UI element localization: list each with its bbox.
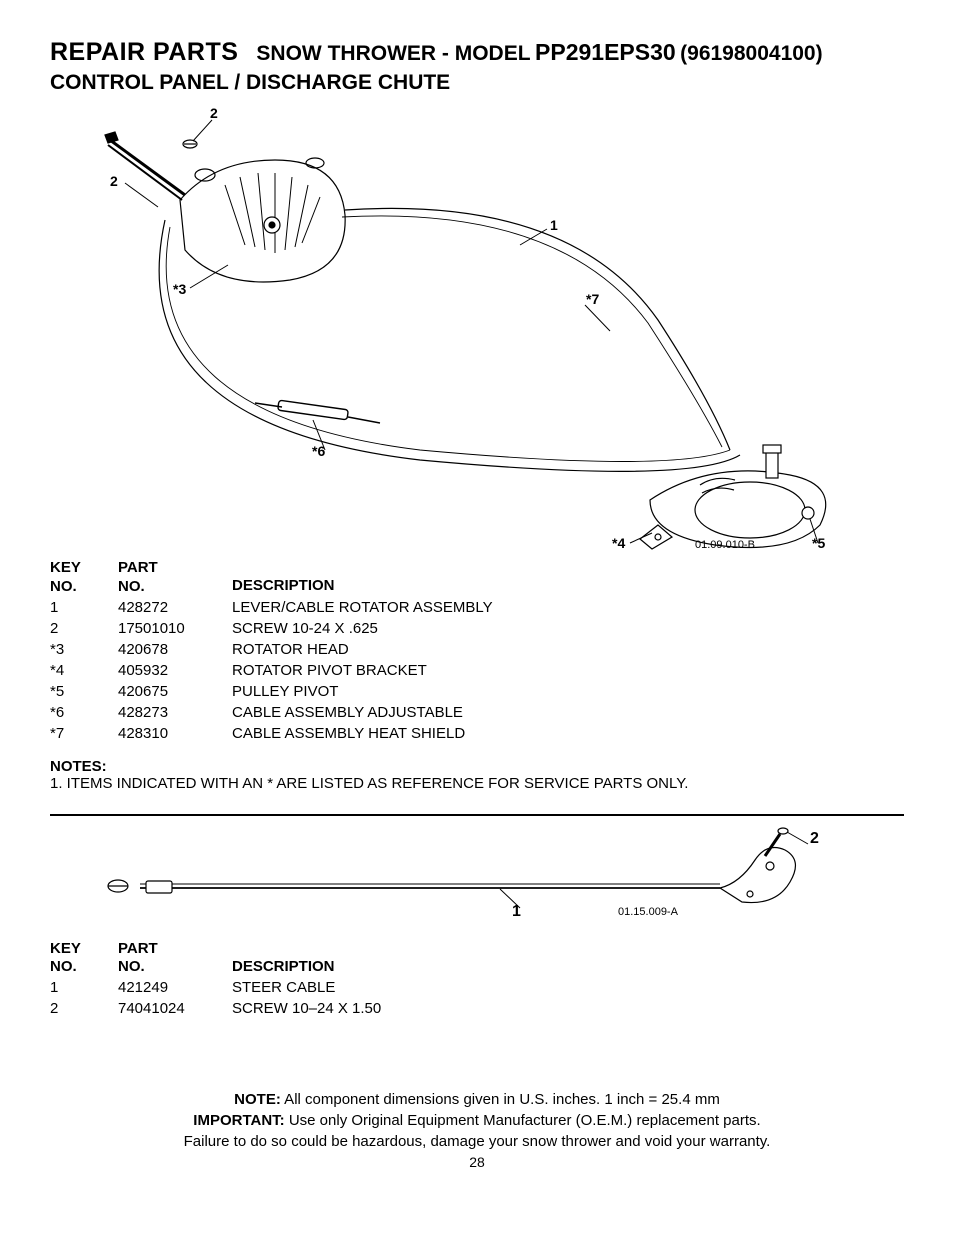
table-row: *7428310CABLE ASSEMBLY HEAT SHIELD	[50, 723, 904, 744]
cell-key: *7	[50, 723, 118, 744]
cell-key: *6	[50, 702, 118, 723]
footer-note: NOTE: All component dimensions given in …	[50, 1089, 904, 1152]
repair-parts-title: REPAIR PARTS	[50, 38, 238, 67]
th-desc: DESCRIPTION	[232, 559, 904, 597]
callout-2-top: 2	[210, 105, 218, 121]
callout-5: *5	[812, 535, 825, 551]
important-label: IMPORTANT:	[193, 1112, 284, 1129]
callout-2-left: 2	[110, 173, 118, 189]
cell-part: 17501010	[118, 618, 232, 639]
cell-key: *4	[50, 660, 118, 681]
table-1-header: KEYNO. PARTNO. DESCRIPTION	[50, 559, 904, 597]
note-text: All component dimensions given in U.S. i…	[281, 1091, 720, 1108]
table-row: *6428273CABLE ASSEMBLY ADJUSTABLE	[50, 702, 904, 723]
cell-desc: ROTATOR PIVOT BRACKET	[232, 660, 904, 681]
cell-key: 2	[50, 618, 118, 639]
th-key: KEYNO.	[50, 559, 118, 597]
important-text: Use only Original Equipment Manufacturer…	[285, 1112, 761, 1129]
cell-key: *3	[50, 639, 118, 660]
drawing-id-2: 01.15.009-A	[618, 906, 678, 918]
diagram-2: 1 2 01.15.009-A	[50, 826, 870, 946]
header-row: REPAIR PARTS SNOW THROWER - MODEL PP291E…	[50, 38, 904, 67]
table-row: 217501010SCREW 10-24 X .625	[50, 618, 904, 639]
cell-part: 428272	[118, 597, 232, 618]
section-divider	[50, 814, 904, 816]
callout-6: *6	[312, 443, 325, 459]
cell-part: 420678	[118, 639, 232, 660]
notes-line-1: 1. ITEMS INDICATED WITH AN * ARE LISTED …	[50, 775, 688, 792]
table-row: *5420675PULLEY PIVOT	[50, 681, 904, 702]
diagram-2-svg	[50, 826, 870, 946]
table-row: *4405932ROTATOR PIVOT BRACKET	[50, 660, 904, 681]
cell-part: 405932	[118, 660, 232, 681]
th-part: PARTNO.	[118, 559, 232, 597]
notes-label: NOTES:	[50, 758, 107, 775]
diagram-1-svg	[50, 105, 870, 555]
cell-part: 420675	[118, 681, 232, 702]
callout-4: *4	[612, 535, 625, 551]
cell-desc: CABLE ASSEMBLY ADJUSTABLE	[232, 702, 904, 723]
cell-key: 2	[50, 998, 118, 1019]
cell-part: 428310	[118, 723, 232, 744]
cell-desc: PULLEY PIVOT	[232, 681, 904, 702]
cell-desc: ROTATOR HEAD	[232, 639, 904, 660]
callout-3: *3	[173, 281, 186, 297]
cell-desc: SCREW 10–24 X 1.50	[232, 998, 904, 1019]
important-line-2: Failure to do so could be hazardous, dam…	[184, 1133, 771, 1150]
callout2-2: 2	[810, 830, 819, 848]
cell-desc: LEVER/CABLE ROTATOR ASSEMBLY	[232, 597, 904, 618]
page-number: 28	[50, 1154, 904, 1170]
parts-table-2: KEYNO. PARTNO. DESCRIPTION 1421249STEER …	[50, 940, 904, 1020]
cell-part: 428273	[118, 702, 232, 723]
table-row: *3420678ROTATOR HEAD	[50, 639, 904, 660]
cell-desc: STEER CABLE	[232, 977, 904, 998]
product-label: SNOW THROWER - MODEL	[256, 42, 530, 65]
model-line: SNOW THROWER - MODEL PP291EPS30 (9619800…	[256, 39, 822, 66]
cell-part: 74041024	[118, 998, 232, 1019]
table-1-body: 1428272LEVER/CABLE ROTATOR ASSEMBLY21750…	[50, 597, 904, 744]
table-row: 1421249STEER CABLE	[50, 977, 904, 998]
cell-key: 1	[50, 977, 118, 998]
cell-desc: CABLE ASSEMBLY HEAT SHIELD	[232, 723, 904, 744]
cell-part: 421249	[118, 977, 232, 998]
note-label: NOTE:	[234, 1091, 281, 1108]
cell-key: 1	[50, 597, 118, 618]
parts-table-1: KEYNO. PARTNO. DESCRIPTION 1428272LEVER/…	[50, 559, 904, 744]
page-subtitle: CONTROL PANEL / DISCHARGE CHUTE	[50, 71, 904, 95]
callout-7: *7	[586, 291, 599, 307]
callout2-1: 1	[512, 903, 521, 921]
diagram-1: 2 2 *3 1 *7 *6 *4 *5 01.09.010-B	[50, 105, 870, 555]
page: REPAIR PARTS SNOW THROWER - MODEL PP291E…	[0, 0, 954, 1200]
callout-1: 1	[550, 217, 558, 233]
table-2-body: 1421249STEER CABLE274041024SCREW 10–24 X…	[50, 977, 904, 1019]
table-row: 274041024SCREW 10–24 X 1.50	[50, 998, 904, 1019]
model-number: (96198004100)	[680, 42, 822, 65]
cell-desc: SCREW 10-24 X .625	[232, 618, 904, 639]
drawing-id-1: 01.09.010-B	[695, 539, 755, 551]
notes-block: NOTES: 1. ITEMS INDICATED WITH AN * ARE …	[50, 758, 904, 792]
table-row: 1428272LEVER/CABLE ROTATOR ASSEMBLY	[50, 597, 904, 618]
cell-key: *5	[50, 681, 118, 702]
model-code: PP291EPS30	[535, 39, 676, 65]
